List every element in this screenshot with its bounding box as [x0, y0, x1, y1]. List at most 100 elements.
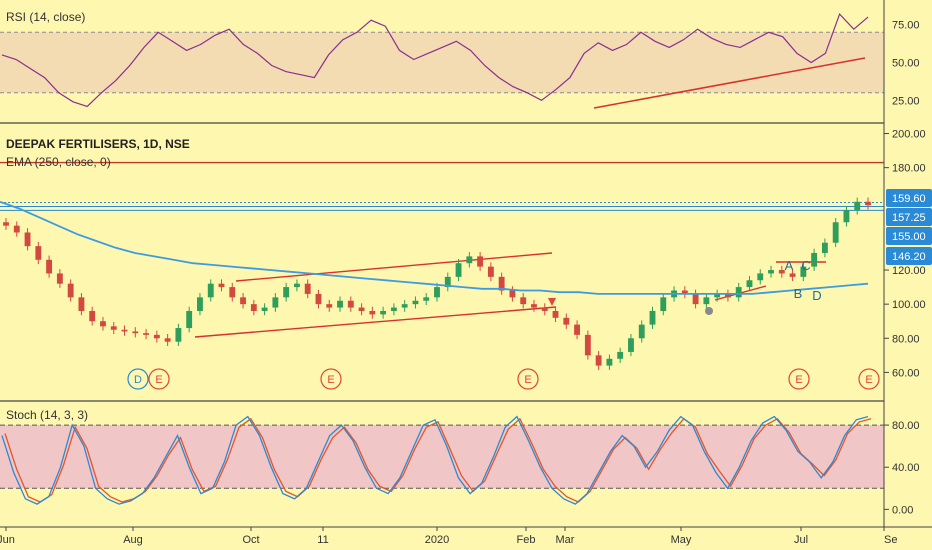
rsi-trendline	[593, 57, 866, 109]
candle-body	[143, 333, 150, 335]
symbol-title: DEEPAK FERTILISERS, 1D, NSE	[6, 137, 190, 151]
horizontal-levels	[0, 161, 884, 211]
rsi-pane: RSI (14, close) 75.00 50.00 25.00	[0, 10, 920, 109]
candle-body	[541, 307, 548, 311]
stoch-title: Stoch (14, 3, 3)	[6, 408, 88, 422]
candle-body	[649, 310, 656, 325]
price-tag	[886, 208, 932, 226]
candle-body	[811, 252, 818, 267]
candle-body	[13, 225, 20, 233]
candle-body	[595, 355, 602, 366]
candle-body	[843, 210, 850, 223]
price-tick-label: 200.00	[892, 129, 926, 141]
stoch-k-line	[1, 415, 869, 505]
candle-body	[660, 297, 667, 311]
trendline	[235, 252, 553, 282]
candle-body	[789, 273, 796, 277]
candle-body	[692, 293, 699, 305]
candle-body	[369, 310, 376, 315]
candle-body	[638, 324, 645, 339]
price-tag-label: 157.25	[892, 212, 926, 224]
event-marker-circle	[320, 368, 342, 390]
candle-body	[56, 273, 63, 284]
stoch-pane: Stoch (14, 3, 3) 80.00 40.00 0.00	[0, 408, 920, 516]
candle-body	[89, 310, 96, 322]
candle-body	[466, 256, 473, 264]
price-tick-label: 80.00	[892, 333, 920, 345]
rsi-tick-label: 75.00	[892, 20, 920, 32]
candle-body	[563, 317, 570, 325]
price-tag	[886, 227, 932, 245]
candle-body	[132, 331, 139, 334]
pattern-label: C	[801, 258, 810, 273]
candle-body	[67, 283, 74, 298]
candle-body	[326, 304, 333, 308]
candle-body	[531, 304, 537, 308]
candle-body	[455, 263, 462, 277]
rsi-tick-label: 25.00	[892, 95, 920, 107]
candle-body	[283, 287, 290, 298]
candle-body	[197, 297, 203, 311]
price-tick-label: 60.00	[892, 367, 920, 379]
dividend-dot	[705, 307, 713, 315]
time-axis: Jun Aug Oct 11 2020 Feb Mar May Jul Se	[0, 527, 897, 546]
pattern-label: A	[785, 258, 794, 273]
candle-body	[304, 283, 311, 294]
price-tag-label: 146.20	[892, 251, 926, 263]
price-pane: DEEPAK FERTILISERS, 1D, NSE EMA (250, cl…	[0, 129, 932, 390]
event-marker-label: E	[524, 374, 531, 386]
candle-body	[487, 266, 494, 277]
time-tick-label: Jul	[794, 534, 808, 546]
candle-body	[735, 287, 742, 298]
rsi-title: RSI (14, close)	[6, 10, 85, 24]
candle-body	[380, 310, 387, 315]
candle-body	[444, 276, 451, 288]
candle-body	[153, 334, 160, 339]
candle-body	[164, 338, 171, 342]
candle-body	[778, 270, 785, 274]
event-marker-label: E	[795, 374, 802, 386]
time-tick-label: 2020	[425, 534, 449, 546]
price-tag	[886, 189, 932, 207]
candle-body	[46, 259, 53, 274]
rsi-line	[1, 12, 869, 108]
candle-body	[520, 297, 527, 305]
pattern-label: D	[812, 288, 821, 303]
event-marker-circle	[127, 368, 149, 390]
candle-body	[100, 321, 106, 327]
price-tag-label: 155.00	[892, 231, 926, 243]
candle-body	[800, 266, 807, 277]
time-tick-label: Aug	[123, 534, 143, 546]
candle-body	[477, 256, 484, 267]
candle-body	[854, 201, 861, 211]
time-tick-label: Feb	[517, 534, 536, 546]
candle-body	[121, 329, 128, 332]
time-tick-label: 11	[317, 534, 328, 546]
event-marker-circle	[148, 368, 170, 390]
candle-body	[315, 293, 322, 305]
candle-body	[757, 273, 764, 281]
stoch-y-axis: 80.00 40.00 0.00	[884, 420, 920, 516]
candle-body	[606, 358, 613, 366]
event-marker-label: E	[327, 374, 334, 386]
candle-body	[35, 246, 42, 260]
candle-body	[628, 338, 634, 352]
event-marker-label: E	[155, 374, 162, 386]
candle-body	[337, 300, 343, 308]
stoch-tick-label: 80.00	[892, 420, 920, 432]
candle-body	[175, 328, 182, 342]
candle-body	[24, 232, 31, 247]
candle-body	[250, 304, 257, 311]
candle-body	[832, 222, 839, 243]
candle-body	[768, 270, 774, 274]
candle-body	[261, 307, 268, 311]
price-y-axis: 200.00 180.00 120.00 100.00 80.00 60.00	[884, 129, 926, 379]
candle-body	[218, 283, 225, 288]
event-marker-circle	[517, 368, 539, 390]
event-marker-circle	[858, 368, 880, 390]
rsi-y-axis: 75.00 50.00 25.00	[892, 20, 920, 108]
event-marker-label: D	[134, 374, 142, 386]
rsi-band	[0, 32, 884, 93]
candle-body	[724, 293, 731, 298]
